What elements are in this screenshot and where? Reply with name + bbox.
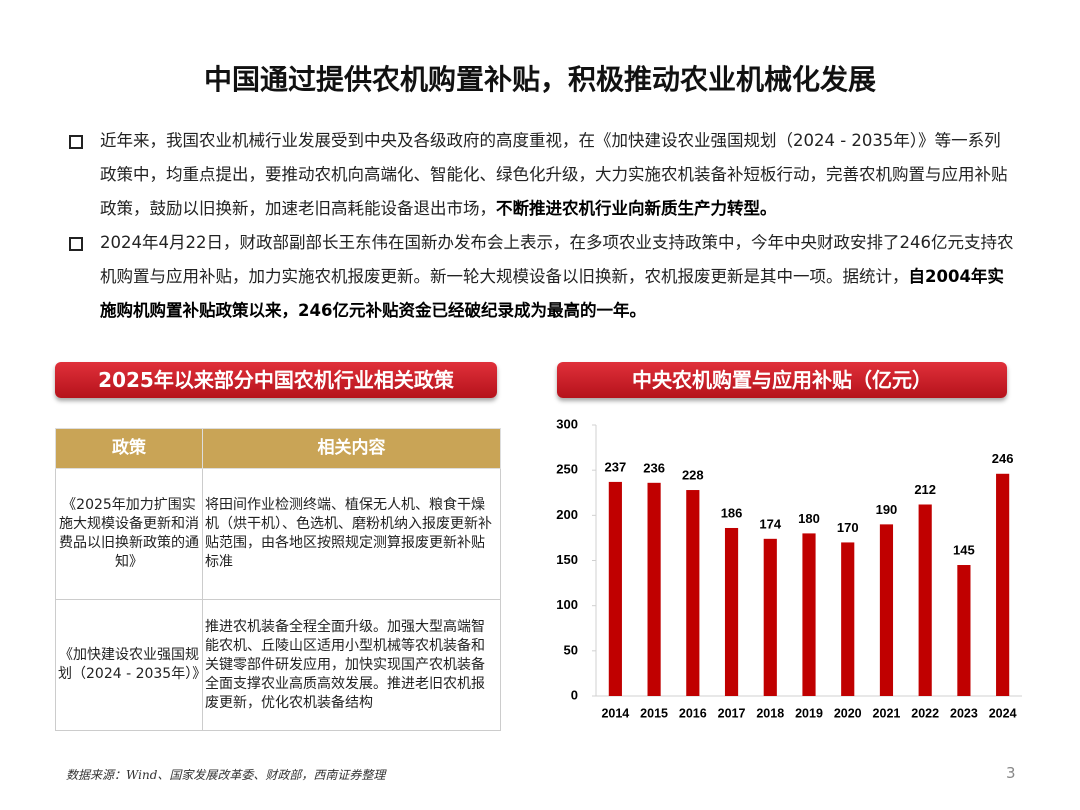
x-tick-label: 2019 <box>795 706 823 720</box>
value-label: 174 <box>759 516 781 531</box>
value-label: 212 <box>914 482 936 497</box>
table-row: 《加快建设农业强国规划（2024 - 2035年）》 推进农机装备全程全面升级。加… <box>55 599 501 731</box>
x-tick-label: 2020 <box>834 706 862 720</box>
x-tick-label: 2016 <box>679 706 707 720</box>
value-label: 228 <box>682 467 704 482</box>
value-label: 180 <box>798 511 820 526</box>
x-tick-label: 2018 <box>756 706 784 720</box>
x-tick-label: 2017 <box>718 706 746 720</box>
value-label: 236 <box>643 460 665 475</box>
table-banner: 2025年以来部分中国农机行业相关政策 <box>55 362 497 398</box>
table-cell: 将田间作业检测终端、植保无人机、粮食干燥机（烘干机）、色选机、磨粉机纳入报废更新… <box>202 468 501 600</box>
y-tick-label: 0 <box>571 687 578 702</box>
table-header: 政策 相关内容 <box>55 428 501 469</box>
x-tick-label: 2023 <box>950 706 978 720</box>
bold-text: 不断推进农机行业向新质生产力转型。 <box>496 199 777 218</box>
y-tick-label: 250 <box>556 462 578 477</box>
table-row: 《2025年加力扩围实施大规模设备更新和消费品以旧换新政策的通知》 将田间作业检测… <box>55 468 501 600</box>
value-label: 190 <box>876 502 898 517</box>
x-tick-label: 2024 <box>989 706 1017 720</box>
bullet: 近年来，我国农业机械行业发展受到中央及各级政府的高度重视，在《加快建设农业强国规… <box>66 124 1016 226</box>
value-label: 186 <box>721 505 743 520</box>
value-label: 246 <box>992 451 1014 466</box>
value-label: 237 <box>605 459 627 474</box>
table-cell: 推进农机装备全程全面升级。加强大型高端智能农机、丘陵山区适用小型机械等农机装备和… <box>202 599 501 731</box>
bar <box>802 533 816 696</box>
bold-text: 自2004年实施购机购置补贴政策以来，246亿元补贴资金已经破纪录成为最高的一年… <box>100 267 1004 320</box>
text: 近年来，我国农业机械行业发展受到中央及各级政府的高度重视，在《加快建设农业强国规… <box>100 131 1008 218</box>
bar <box>724 527 739 696</box>
bar <box>996 473 1010 696</box>
y-tick-label: 100 <box>556 597 578 612</box>
bar <box>686 490 700 696</box>
bar <box>841 542 855 696</box>
table-cell: 《2025年加力扩围实施大规模设备更新和消费品以旧换新政策的通知》 <box>55 468 203 600</box>
chart: 0 50 100 150 200 250 300 2014 237 2015 236 2016 228 2… <box>556 416 1022 720</box>
bar <box>608 481 622 696</box>
chart-banner: 中央农机购置与应用补贴（亿元） <box>557 362 1007 398</box>
x-tick-label: 2021 <box>873 706 901 720</box>
source-note: 数据来源：Wind、国家发展改革委、财政部，西南证券整理 <box>66 768 386 782</box>
x-tick-label: 2022 <box>911 706 939 720</box>
y-tick-label: 50 <box>564 642 578 657</box>
slide-title: 中国通过提供农机购置补贴，积极推动农业机械化发展 <box>203 63 876 96</box>
table-cell: 《加快建设农业强国规划（2024 - 2035年）》 <box>55 599 206 731</box>
y-tick-label: 300 <box>556 416 578 431</box>
page-number: 3 <box>1006 764 1016 782</box>
value-label: 170 <box>837 520 859 535</box>
bar <box>647 482 661 696</box>
y-tick-label: 200 <box>556 507 578 522</box>
bar <box>763 538 777 696</box>
y-tick-label: 150 <box>556 552 578 567</box>
text: 2024年4月22日，财政部副部长王东伟在国新办发布会上表示，在多项农业支持政策… <box>100 233 1014 286</box>
bar <box>918 504 932 696</box>
bar <box>957 565 971 696</box>
bar <box>879 524 894 696</box>
policy-table: 政策 相关内容 《2025年加力扩围实施大规模设备更新和消费品以旧换新政策的通知… <box>55 428 501 731</box>
column-header: 相关内容 <box>202 428 501 469</box>
bullet: 2024年4月22日，财政部副部长王东伟在国新办发布会上表示，在多项农业支持政策… <box>66 226 1016 328</box>
x-tick-label: 2014 <box>601 706 629 720</box>
value-label: 145 <box>953 542 975 557</box>
column-header: 政策 <box>55 428 203 469</box>
x-tick-label: 2015 <box>640 706 668 720</box>
bullet-list: 近年来，我国农业机械行业发展受到中央及各级政府的高度重视，在《加快建设农业强国规… <box>66 124 1016 328</box>
